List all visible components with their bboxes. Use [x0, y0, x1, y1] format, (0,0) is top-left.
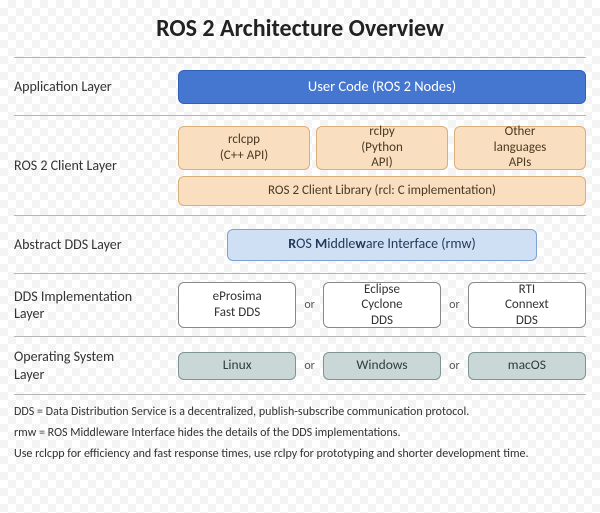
- layer-label: Abstract DDS Layer: [14, 236, 178, 254]
- text: Cyclone: [361, 297, 402, 313]
- layer-dds-impl: DDS Implementation Layer eProsima Fast D…: [14, 273, 586, 336]
- box-rclcpp: rclcpp (C++ API): [178, 126, 310, 170]
- text: RTI: [519, 282, 536, 298]
- layer-label: Operating System Layer: [14, 348, 178, 383]
- text: Fast DDS: [214, 305, 260, 321]
- text: Eclipse: [364, 282, 400, 298]
- footnote: DDS = Data Distribution Service is a dec…: [14, 403, 586, 422]
- text: DDS: [516, 313, 538, 329]
- box-cyclone: Eclipse Cyclone DDS: [323, 282, 441, 328]
- text: languages: [494, 140, 547, 156]
- box-macos: macOS: [468, 352, 586, 380]
- box-linux: Linux: [178, 352, 296, 380]
- page-title: ROS 2 Architecture Overview: [14, 14, 586, 43]
- box-user-code: User Code (ROS 2 Nodes): [178, 70, 586, 104]
- text: ROS Middleware Interface (rmw): [288, 236, 475, 253]
- text: (Python: [361, 140, 403, 156]
- layer-client: ROS 2 Client Layer rclcpp (C++ API) rclp…: [14, 115, 586, 215]
- text: APIs: [509, 155, 532, 171]
- box-rti: RTI Connext DDS: [468, 282, 586, 328]
- text: DDS: [371, 313, 393, 329]
- text: Other: [505, 124, 536, 140]
- box-rclpy: rclpy (Python API): [316, 126, 448, 170]
- divider: [14, 394, 586, 395]
- footnotes: DDS = Data Distribution Service is a dec…: [14, 403, 586, 465]
- text: Connext: [505, 297, 549, 313]
- separator-or: or: [302, 359, 317, 373]
- layer-label: DDS Implementation Layer: [14, 288, 178, 323]
- footnote: rmw = ROS Middleware Interface hides the…: [14, 424, 586, 443]
- separator-or: or: [447, 359, 462, 373]
- text: API): [371, 155, 392, 171]
- layer-abstract-dds: Abstract DDS Layer ROS Middleware Interf…: [14, 215, 586, 273]
- box-other-langs: Other languages APIs: [454, 126, 586, 170]
- box-eprosima: eProsima Fast DDS: [178, 282, 296, 328]
- text: rclcpp: [228, 132, 260, 148]
- layer-label: ROS 2 Client Layer: [14, 157, 178, 175]
- separator-or: or: [447, 298, 462, 312]
- layer-label: Application Layer: [14, 78, 178, 96]
- text: (C++ API): [220, 148, 268, 164]
- separator-or: or: [302, 298, 317, 312]
- layer-application: Application Layer User Code (ROS 2 Nodes…: [14, 57, 586, 115]
- layer-os: Operating System Layer Linux or Windows …: [14, 336, 586, 394]
- box-windows: Windows: [323, 352, 441, 380]
- text: rclpy: [369, 124, 394, 140]
- text: eProsima: [213, 289, 262, 305]
- box-rcl: ROS 2 Client Library (rcl: C implementat…: [178, 176, 586, 206]
- box-rmw: ROS Middleware Interface (rmw): [227, 229, 537, 261]
- footnote: Use rclcpp for efficiency and fast respo…: [14, 445, 586, 464]
